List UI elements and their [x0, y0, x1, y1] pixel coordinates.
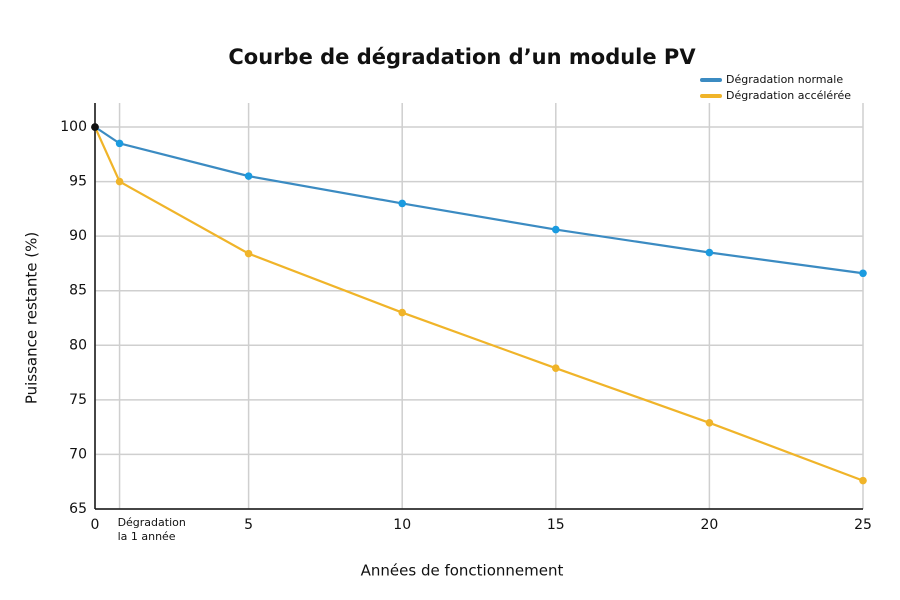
legend-label: Dégradation accélérée — [726, 89, 851, 102]
data-point — [705, 418, 714, 427]
data-point — [244, 172, 253, 180]
data-point — [115, 177, 124, 186]
x-tick-label: 25 — [854, 517, 872, 533]
data-point — [859, 476, 867, 485]
x-tick-label: Dégradation la 1 année — [117, 516, 186, 543]
x-tick-label: 15 — [547, 517, 565, 533]
data-point — [859, 269, 867, 278]
y-tick-label: 70 — [69, 446, 87, 462]
y-tick-label: 90 — [69, 228, 87, 244]
data-point — [705, 248, 714, 257]
x-tick-label: 10 — [393, 517, 411, 533]
data-point — [398, 308, 407, 317]
y-tick-label: 85 — [69, 283, 87, 299]
x-tick-label: 5 — [244, 517, 253, 533]
data-point — [115, 139, 124, 148]
y-axis-label: Puissance restante (%) — [23, 232, 41, 404]
x-tick-label: 20 — [700, 517, 718, 533]
y-tick-label: 75 — [69, 392, 87, 408]
series-line — [93, 126, 864, 482]
series-line — [94, 126, 864, 275]
data-point — [91, 123, 99, 131]
data-point — [552, 364, 560, 373]
legend-label: Dégradation normale — [726, 73, 843, 86]
y-tick-label: 95 — [69, 174, 87, 190]
y-tick-label: 80 — [69, 337, 87, 353]
data-point — [398, 199, 407, 208]
x-axis-label: Années de fonctionnement — [361, 562, 564, 580]
y-tick-label: 65 — [69, 501, 87, 517]
data-point — [552, 225, 560, 234]
x-tick-label: 0 — [91, 517, 100, 533]
chart-title: Courbe de dégradation d’un module PV — [228, 45, 696, 69]
y-tick-label: 100 — [60, 119, 87, 135]
data-point — [244, 249, 253, 258]
